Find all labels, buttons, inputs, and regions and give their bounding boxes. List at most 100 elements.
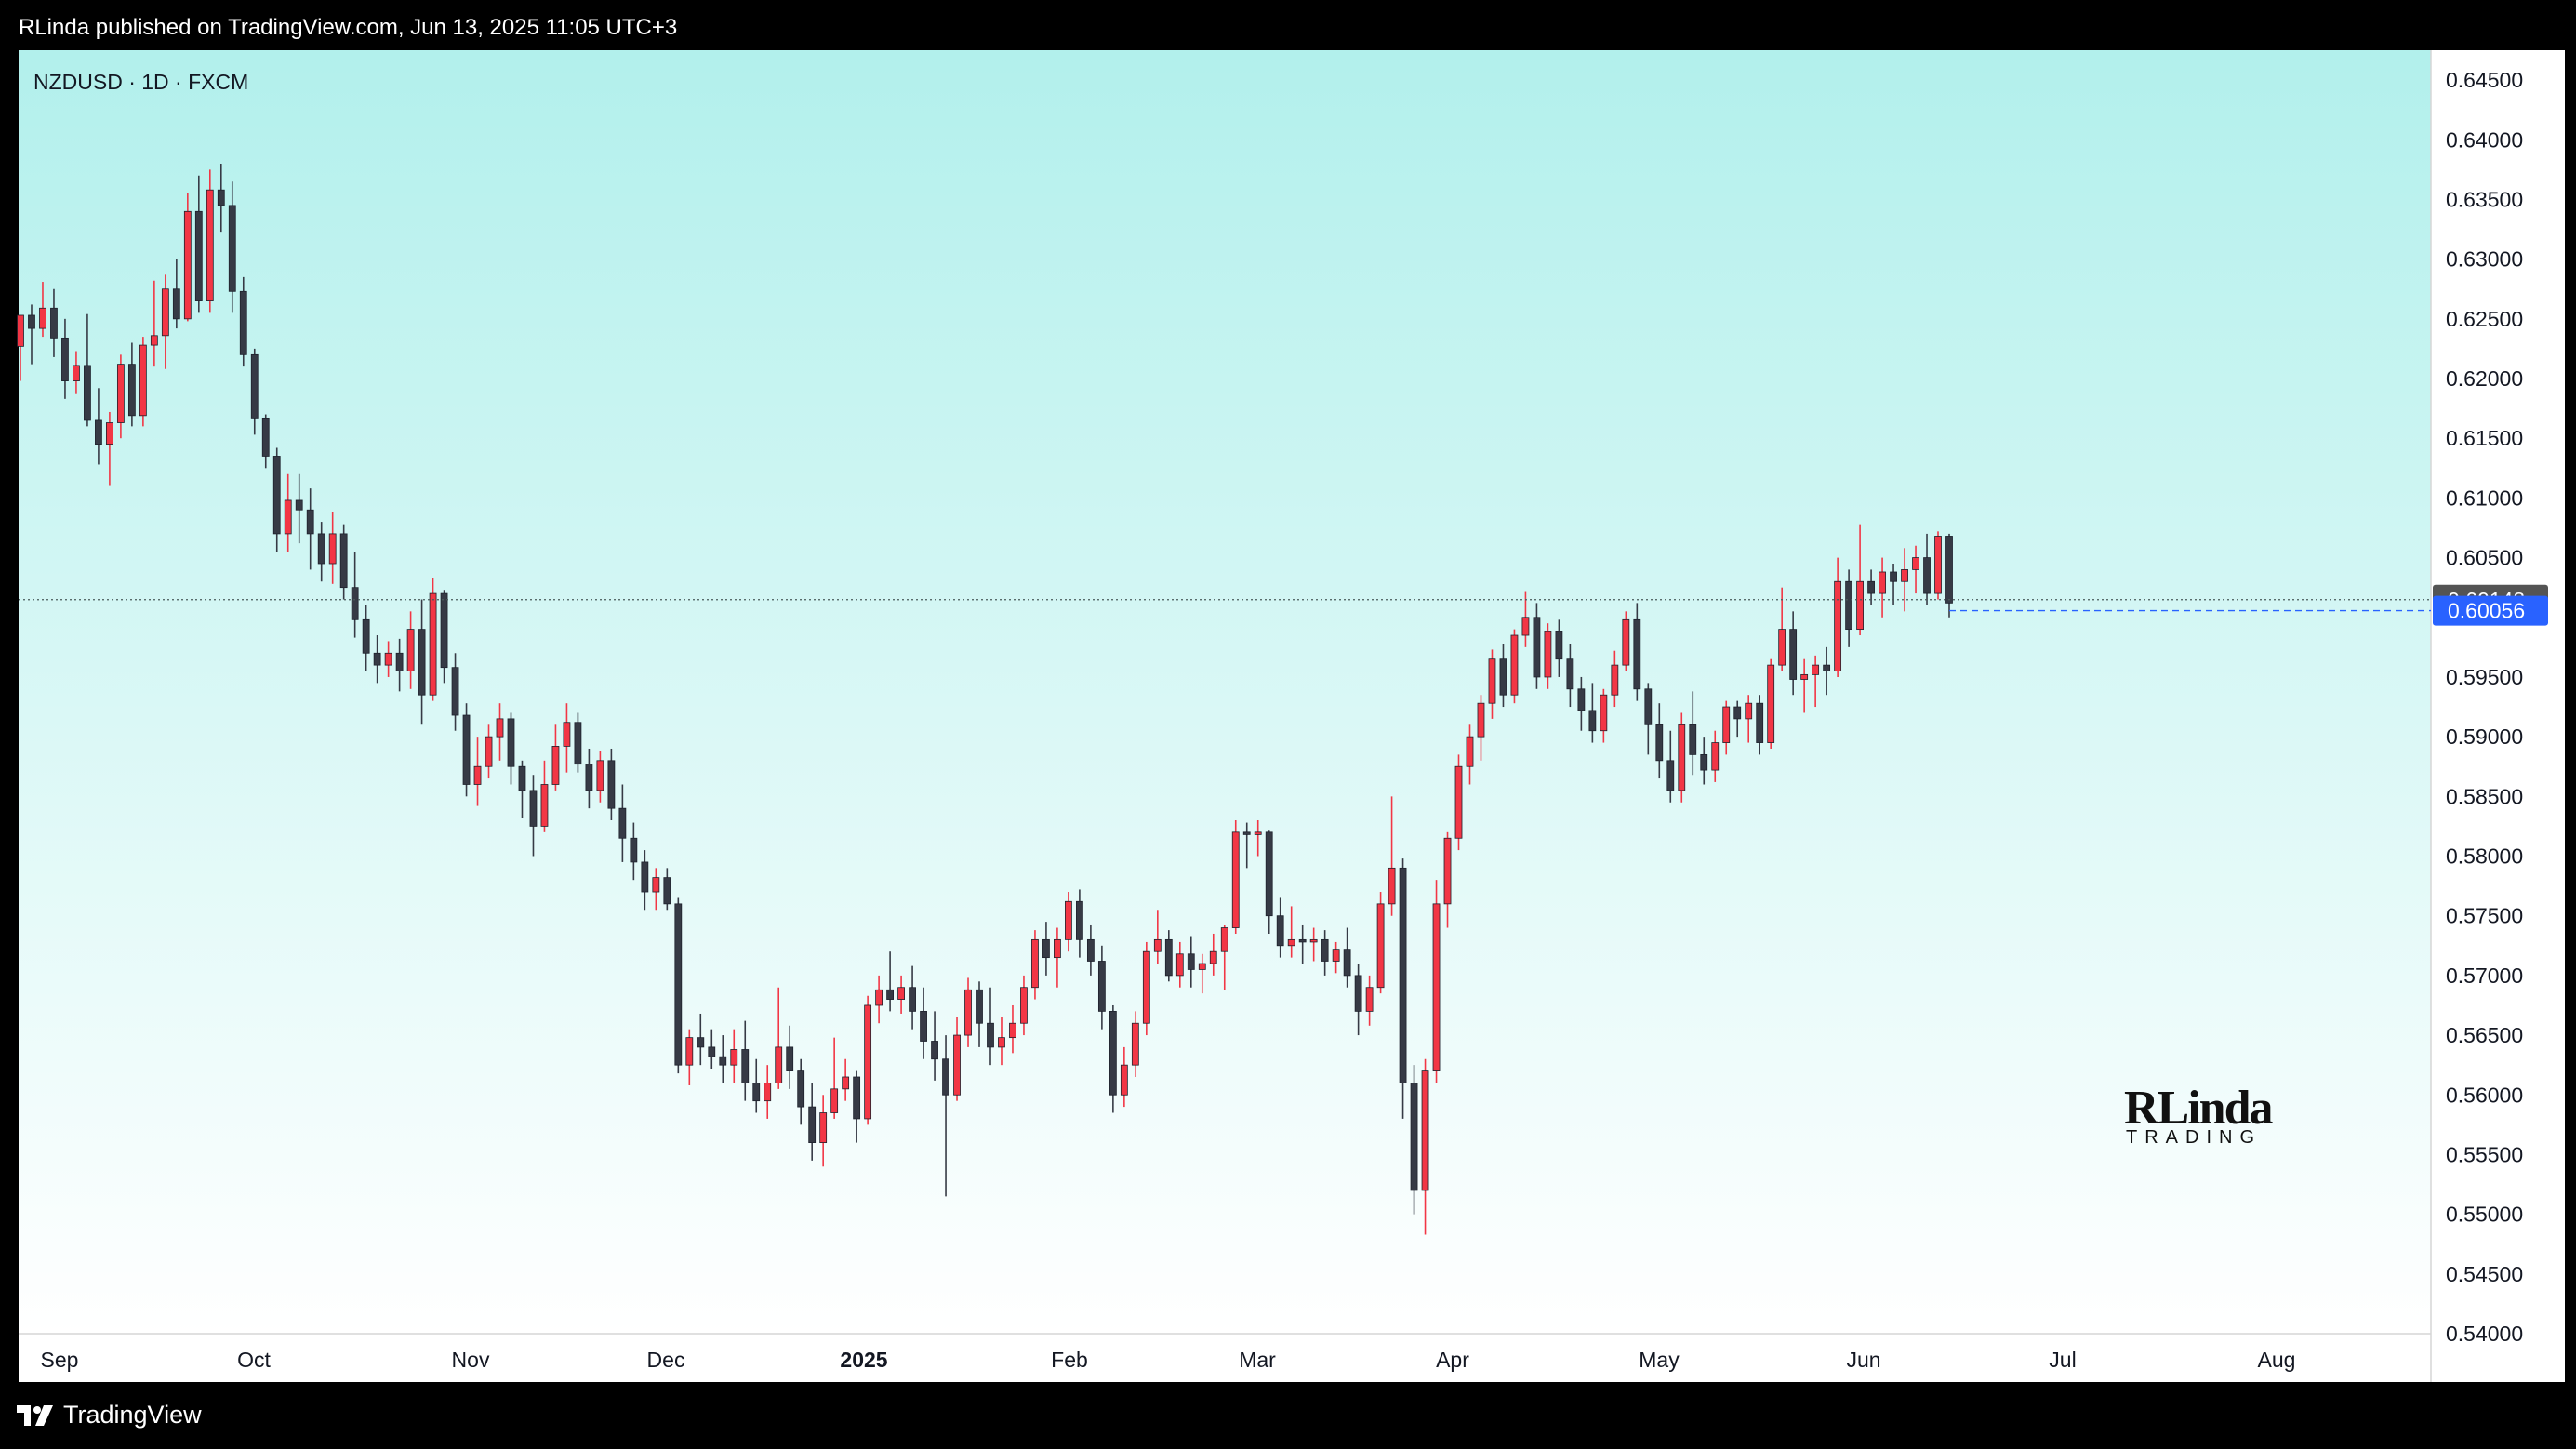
candle — [920, 987, 927, 1059]
candle-body — [596, 760, 604, 791]
candle-body — [1711, 742, 1720, 771]
candle — [1187, 936, 1195, 988]
candle-body — [1432, 903, 1441, 1071]
time-tick-label: Feb — [1051, 1348, 1088, 1372]
publish-info-text: RLinda published on TradingView.com, Jun… — [19, 15, 678, 40]
candle-body — [618, 807, 627, 839]
candle — [39, 282, 46, 338]
candle — [73, 351, 80, 394]
candle — [1265, 830, 1273, 934]
candle — [1566, 644, 1574, 708]
candle — [1678, 712, 1686, 803]
candle-body — [1756, 702, 1764, 743]
candle-body — [1644, 688, 1653, 725]
candle-body — [708, 1046, 716, 1057]
candle — [351, 552, 359, 638]
candle — [630, 822, 638, 881]
tradingview-logo[interactable]: TradingView — [17, 1401, 202, 1429]
price-tick-label: 0.57000 — [2446, 964, 2523, 988]
candle — [116, 354, 125, 439]
candle-body — [641, 861, 649, 893]
candle-body — [1600, 694, 1608, 732]
candle-body — [194, 210, 203, 301]
candle — [139, 337, 147, 427]
candle — [194, 175, 203, 313]
candle-body — [1231, 831, 1240, 928]
time-tick-label: Jul — [2049, 1348, 2076, 1372]
candle-body — [328, 533, 337, 565]
time-axis[interactable]: Sep Oct Nov Dec 2025 Feb Mar Apr May Jun Jul Aug — [41, 1348, 2296, 1372]
candle-body — [384, 652, 392, 666]
candle — [328, 512, 337, 584]
candle — [842, 1058, 850, 1101]
candle — [239, 276, 247, 367]
candle — [797, 1058, 805, 1125]
candle-body — [228, 205, 236, 292]
candle — [1242, 822, 1251, 869]
candle-body — [1510, 634, 1519, 696]
candle-body — [607, 760, 616, 809]
candle-body — [1856, 580, 1864, 631]
candle — [1443, 831, 1452, 928]
candle — [1376, 892, 1385, 994]
candle — [50, 288, 58, 357]
candle-body — [1745, 702, 1753, 720]
candle-body — [161, 288, 169, 337]
candle-body — [317, 533, 325, 565]
candle-body — [1175, 953, 1184, 977]
candle — [1097, 945, 1106, 1030]
candle-body — [351, 587, 359, 620]
candle — [1076, 889, 1083, 958]
candle-body — [953, 1034, 961, 1096]
time-tick-label: Aug — [2258, 1348, 2296, 1372]
price-tick-label: 0.54000 — [2446, 1322, 2523, 1346]
candle-body — [1388, 867, 1396, 905]
candle-body — [1666, 760, 1675, 791]
price-tick-label: 0.59500 — [2446, 665, 2523, 689]
candle — [1020, 975, 1028, 1036]
candle-body — [1410, 1083, 1418, 1191]
candle — [752, 1058, 761, 1113]
candle — [775, 987, 783, 1089]
candle — [1198, 953, 1206, 994]
candle-body — [1365, 987, 1374, 1012]
candle — [1254, 820, 1262, 857]
candle — [373, 635, 381, 684]
candle — [1666, 730, 1675, 803]
candle-body — [630, 837, 638, 863]
candle-body — [261, 417, 270, 457]
candle-body — [1454, 765, 1463, 839]
candle-body — [830, 1088, 839, 1113]
candle — [1209, 933, 1217, 976]
candle-body — [775, 1046, 783, 1083]
candle-body — [1477, 702, 1485, 738]
candle-body — [1287, 938, 1295, 947]
candle — [1009, 1004, 1016, 1054]
candle-body — [1142, 950, 1150, 1024]
candle-body — [1065, 900, 1072, 940]
candle — [1031, 930, 1039, 1000]
candle-body — [1867, 580, 1875, 594]
candle-body — [95, 419, 102, 445]
candle-body — [1443, 837, 1452, 905]
candle — [1510, 629, 1519, 704]
candle-body — [462, 714, 471, 785]
candle — [1054, 927, 1061, 988]
price-tick-label: 0.56000 — [2446, 1083, 2523, 1107]
candle — [1767, 658, 1775, 749]
candle — [1488, 649, 1496, 719]
candle — [418, 599, 426, 725]
candle-body — [1399, 867, 1407, 1083]
candlestick-chart[interactable]: NZDUSD · 1D · FXCM 0.64500 0.64000 0.63500… — [0, 0, 2576, 1382]
candle — [607, 748, 616, 820]
candle — [429, 578, 437, 701]
price-tick-label: 0.54500 — [2446, 1262, 2523, 1286]
candle — [384, 641, 392, 677]
candle — [440, 590, 448, 684]
candle — [1923, 533, 1931, 605]
candle — [272, 447, 281, 552]
candle-body — [1800, 673, 1809, 680]
publish-info-bar: RLinda published on TradingView.com, Jun… — [0, 0, 2576, 50]
candle — [1343, 927, 1351, 988]
candle-body — [842, 1076, 850, 1090]
